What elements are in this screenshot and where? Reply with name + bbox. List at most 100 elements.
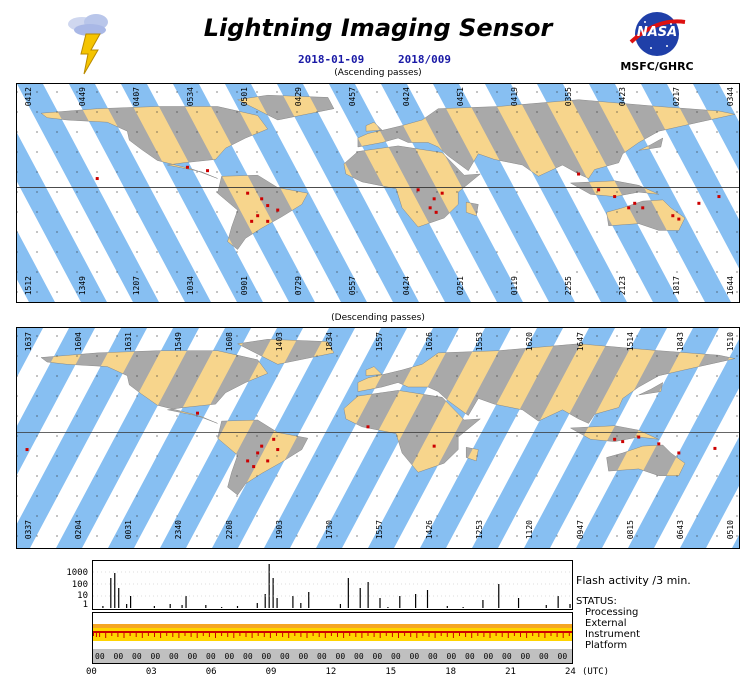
lightning-flash <box>252 465 256 469</box>
platform-marker: 00 <box>132 652 142 661</box>
pass-time-label: 1557 <box>375 520 384 540</box>
lightning-flash <box>266 459 270 463</box>
lightning-flash <box>627 206 631 210</box>
pass-time-label: 0729 <box>294 276 303 296</box>
status-strip-canvas: 00 00 00 00 00 00 00 00 00 00 00 00 00 00 00 00 00 00 00 00… <box>93 613 572 663</box>
lightning-flash <box>266 204 270 208</box>
platform-marker: 00 <box>428 652 438 661</box>
y-tick-10: 10 <box>77 591 88 601</box>
continent-0 <box>40 350 269 424</box>
status-row-platform: Platform <box>585 640 628 651</box>
platform-marker: 00 <box>206 652 216 661</box>
pass-time-label: 1620 <box>525 332 535 352</box>
continent-5 <box>236 339 335 365</box>
platform-marker: 00 <box>299 652 309 661</box>
continent-9 <box>365 121 383 132</box>
pass-time-label: 1514 <box>625 332 635 352</box>
pass-time-label: 1730 <box>324 520 334 540</box>
platform-marker: 00 <box>151 652 161 661</box>
platform-marker: 00 <box>539 652 549 661</box>
lightning-flash <box>597 188 601 192</box>
lightning-flash <box>266 219 270 223</box>
lightning-flash <box>613 195 617 199</box>
continent-7 <box>569 180 659 197</box>
pass-time-label: 2208 <box>224 520 234 540</box>
pass-time-label: 0251 <box>456 276 465 296</box>
lightning-flash <box>276 208 280 212</box>
time-axis-tick: 24 <box>565 667 576 677</box>
time-axis-tick: 18 <box>445 667 457 677</box>
lightning-flash <box>185 165 189 169</box>
lightning-flash <box>432 197 436 201</box>
page-title: Lightning Imaging Sensor <box>203 14 553 42</box>
lightning-flash <box>613 437 617 441</box>
y-tick-100: 100 <box>71 580 88 590</box>
pass-time-label: 1817 <box>672 276 681 296</box>
date-label: 2018-01-09 <box>298 53 365 66</box>
platform-marker: 00 <box>558 652 568 661</box>
lightning-flash <box>25 448 29 452</box>
continent-0 <box>40 106 269 179</box>
flash-activity-label: Flash activity /3 min. <box>576 574 691 587</box>
pass-time-label: 1549 <box>174 332 184 352</box>
ascending-map-canvas <box>17 84 739 302</box>
external-bar <box>93 624 572 628</box>
lightning-flash <box>677 217 681 221</box>
pass-time-label: 0337 <box>24 520 33 540</box>
lightning-flash <box>95 177 99 181</box>
pass-time-label: 1120 <box>525 520 535 540</box>
platform-marker: 00 <box>521 652 531 661</box>
nasa-logo-text: NASA <box>636 25 678 40</box>
pass-time-label: 2255 <box>564 276 573 296</box>
flash-activity-chart <box>92 560 573 610</box>
pass-time-label: 0407 <box>132 87 141 107</box>
pass-time-label: 1553 <box>475 332 485 352</box>
continent-2 <box>357 99 736 179</box>
pass-time-label: 0947 <box>575 520 585 540</box>
platform-marker: 00 <box>188 652 198 661</box>
pass-time-label: 0344 <box>726 87 735 107</box>
platform-marker: 00 <box>502 652 512 661</box>
platform-marker: 00 <box>114 652 124 661</box>
lightning-flash <box>246 191 250 195</box>
lightning-flash <box>641 206 645 210</box>
platform-marker: 00 <box>317 652 327 661</box>
continent-5 <box>236 94 335 121</box>
status-row-instrument: Instrument <box>585 629 641 640</box>
lightning-flash <box>416 188 420 192</box>
descending-map <box>16 327 740 549</box>
continent-6 <box>466 447 479 462</box>
pass-time-label: 1512 <box>24 276 33 296</box>
pass-time-label: 0412 <box>24 87 33 107</box>
pass-time-label: 1644 <box>726 276 735 296</box>
pass-time-label: 0423 <box>618 87 627 107</box>
continent-9 <box>365 366 383 376</box>
platform-marker: 00 <box>354 652 364 661</box>
time-axis-unit: (UTC) <box>582 667 610 677</box>
org-label: MSFC/GHRC <box>620 60 694 73</box>
doy-label: 2018/009 <box>398 53 451 66</box>
lightning-flash <box>256 214 260 218</box>
platform-marker: 00 <box>95 652 105 661</box>
status-row-external: External <box>585 618 627 629</box>
lightning-flash <box>717 195 721 199</box>
lightning-bolt-icon <box>60 10 118 76</box>
pass-time-label: 1349 <box>78 276 87 296</box>
descending-caption: (Descending passes) <box>331 313 425 323</box>
platform-marker: 00 <box>280 652 290 661</box>
pass-time-label: 0355 <box>564 87 573 107</box>
continent-2 <box>357 343 736 424</box>
lightning-flash <box>657 442 661 446</box>
pass-time-label: 0510 <box>726 520 735 540</box>
ascending-map <box>16 83 740 303</box>
pass-time-label: 1608 <box>224 332 234 352</box>
pass-time-label: 1843 <box>675 332 685 352</box>
pass-time-label: 1557 <box>375 332 384 352</box>
continent-3 <box>343 145 481 228</box>
platform-marker: 00 <box>225 652 235 661</box>
lightning-flash <box>428 206 432 210</box>
platform-marker: 00 <box>169 652 179 661</box>
pass-time-label: 0643 <box>675 520 685 540</box>
time-axis-tick: 15 <box>385 667 397 677</box>
platform-marker: 00 <box>243 652 253 661</box>
